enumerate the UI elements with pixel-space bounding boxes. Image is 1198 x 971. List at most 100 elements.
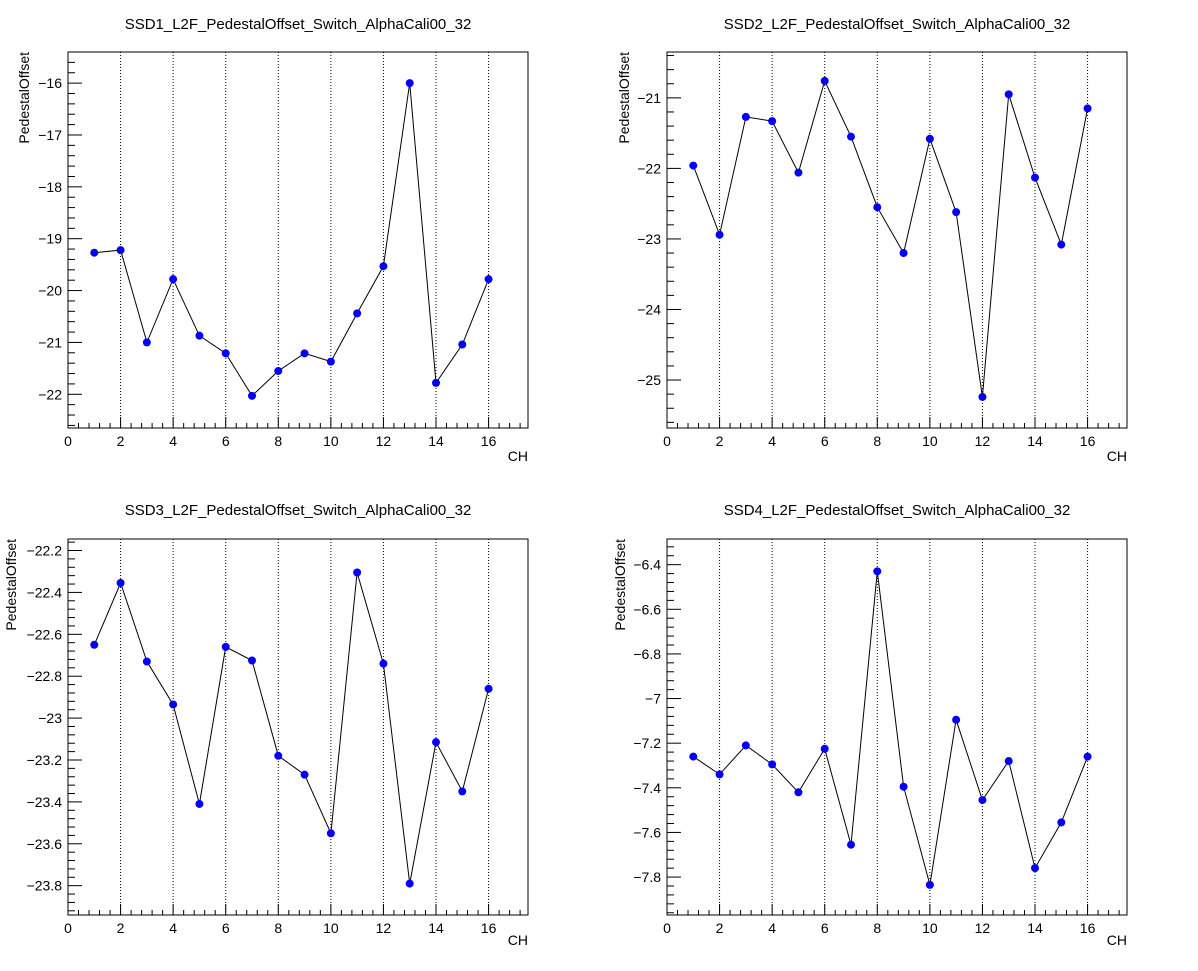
- data-point: [820, 76, 829, 85]
- data-point: [379, 262, 388, 271]
- data-point: [116, 578, 125, 587]
- y-tick-label: −17: [38, 127, 62, 143]
- y-tick-label: −20: [38, 283, 62, 299]
- data-point: [952, 208, 961, 217]
- x-tick-label: 2: [716, 920, 724, 936]
- x-tick-label: 14: [1027, 920, 1043, 936]
- data-point: [353, 568, 362, 577]
- data-point: [1057, 240, 1066, 249]
- y-axis-label: PedestalOffset: [616, 52, 632, 144]
- plot-frame: [666, 538, 1128, 916]
- y-tick-label: −21: [38, 334, 62, 350]
- data-point: [274, 366, 283, 375]
- chart-title: SSD1_L2F_PedestalOffset_Switch_AlphaCali…: [125, 16, 472, 33]
- x-tick-label: 16: [481, 920, 497, 936]
- y-tick-label: −25: [637, 372, 661, 388]
- data-point: [484, 275, 493, 284]
- chart-panel-1: SSD1_L2F_PedestalOffset_Switch_AlphaCali…: [16, 16, 529, 464]
- y-axis-label: PedestalOffset: [612, 539, 628, 631]
- y-tick-label: −22.2: [27, 543, 63, 559]
- x-tick-label: 0: [663, 920, 671, 936]
- y-tick-label: −22.4: [27, 584, 63, 600]
- x-tick-label: 12: [376, 920, 392, 936]
- x-tick-label: 10: [922, 433, 938, 449]
- y-tick-label: −22: [38, 386, 62, 402]
- y-tick-label: −22.6: [27, 626, 63, 642]
- data-point: [458, 340, 467, 349]
- x-tick-label: 16: [1080, 433, 1096, 449]
- plot-frame: [67, 51, 529, 429]
- data-point: [1083, 104, 1092, 113]
- y-tick-label: −23.2: [27, 752, 63, 768]
- data-point: [715, 770, 724, 779]
- y-tick-label: −22: [637, 160, 661, 176]
- x-tick-label: 16: [1080, 920, 1096, 936]
- data-point: [1031, 864, 1039, 873]
- data-point: [1083, 752, 1092, 761]
- x-axis-label: CH: [508, 448, 528, 464]
- data-point: [248, 656, 256, 665]
- series-line: [93, 572, 490, 884]
- x-tick-label: 6: [222, 433, 230, 449]
- y-tick-label: −18: [38, 179, 62, 195]
- x-tick-label: 14: [1027, 433, 1043, 449]
- data-point: [689, 752, 698, 761]
- x-tick-label: 10: [922, 920, 938, 936]
- data-point: [90, 640, 99, 649]
- x-tick-label: 8: [274, 920, 282, 936]
- y-tick-label: −6.8: [633, 646, 661, 662]
- x-tick-label: 6: [821, 433, 829, 449]
- chart-panel-2: SSD2_L2F_PedestalOffset_Switch_AlphaCali…: [616, 16, 1128, 464]
- data-point: [142, 657, 151, 666]
- data-point: [90, 248, 99, 257]
- y-axis-label: PedestalOffset: [16, 52, 32, 144]
- y-tick-label: −7.6: [633, 824, 661, 840]
- x-tick-label: 8: [873, 920, 881, 936]
- x-tick-label: 0: [64, 920, 72, 936]
- chart-panel-4: SSD4_L2F_PedestalOffset_Switch_AlphaCali…: [612, 502, 1128, 948]
- data-point: [432, 378, 440, 387]
- data-point: [300, 770, 309, 779]
- x-tick-label: 12: [975, 920, 991, 936]
- x-tick-label: 0: [663, 433, 671, 449]
- plot-frame: [666, 51, 1128, 429]
- data-point: [458, 787, 467, 796]
- data-point: [820, 744, 829, 753]
- y-tick-label: −23.6: [27, 836, 63, 852]
- chart-title: SSD3_L2F_PedestalOffset_Switch_AlphaCali…: [125, 502, 472, 519]
- x-tick-label: 6: [222, 920, 230, 936]
- data-point: [169, 275, 178, 284]
- y-tick-label: −23.4: [27, 794, 63, 810]
- data-point: [484, 684, 493, 693]
- x-tick-label: 2: [117, 920, 125, 936]
- data-point: [379, 659, 388, 668]
- data-point: [925, 134, 934, 143]
- y-tick-label: −24: [637, 301, 661, 317]
- x-tick-label: 2: [716, 433, 724, 449]
- x-axis-label: CH: [508, 932, 528, 948]
- y-tick-label: −19: [38, 231, 62, 247]
- x-tick-label: 16: [481, 433, 497, 449]
- x-axis-label: CH: [1107, 448, 1127, 464]
- y-tick-label: −7.8: [633, 869, 661, 885]
- y-tick-label: −7.2: [633, 735, 661, 751]
- y-tick-label: −23: [637, 231, 661, 247]
- series-line: [692, 79, 1089, 398]
- x-tick-label: 4: [768, 433, 776, 449]
- x-tick-label: 14: [428, 920, 444, 936]
- y-tick-label: −16: [38, 75, 62, 91]
- x-tick-label: 12: [975, 433, 991, 449]
- y-tick-label: −23.8: [27, 878, 63, 894]
- data-point: [195, 799, 204, 808]
- x-tick-label: 4: [768, 920, 776, 936]
- data-point: [169, 700, 178, 709]
- data-point: [925, 880, 934, 889]
- data-point: [794, 788, 803, 797]
- data-point: [142, 338, 151, 347]
- data-point: [978, 392, 987, 401]
- data-point: [432, 738, 440, 747]
- y-tick-label: −7: [645, 691, 661, 707]
- data-point: [1004, 90, 1013, 99]
- series-line: [693, 571, 1089, 886]
- y-tick-label: −6.4: [633, 557, 661, 573]
